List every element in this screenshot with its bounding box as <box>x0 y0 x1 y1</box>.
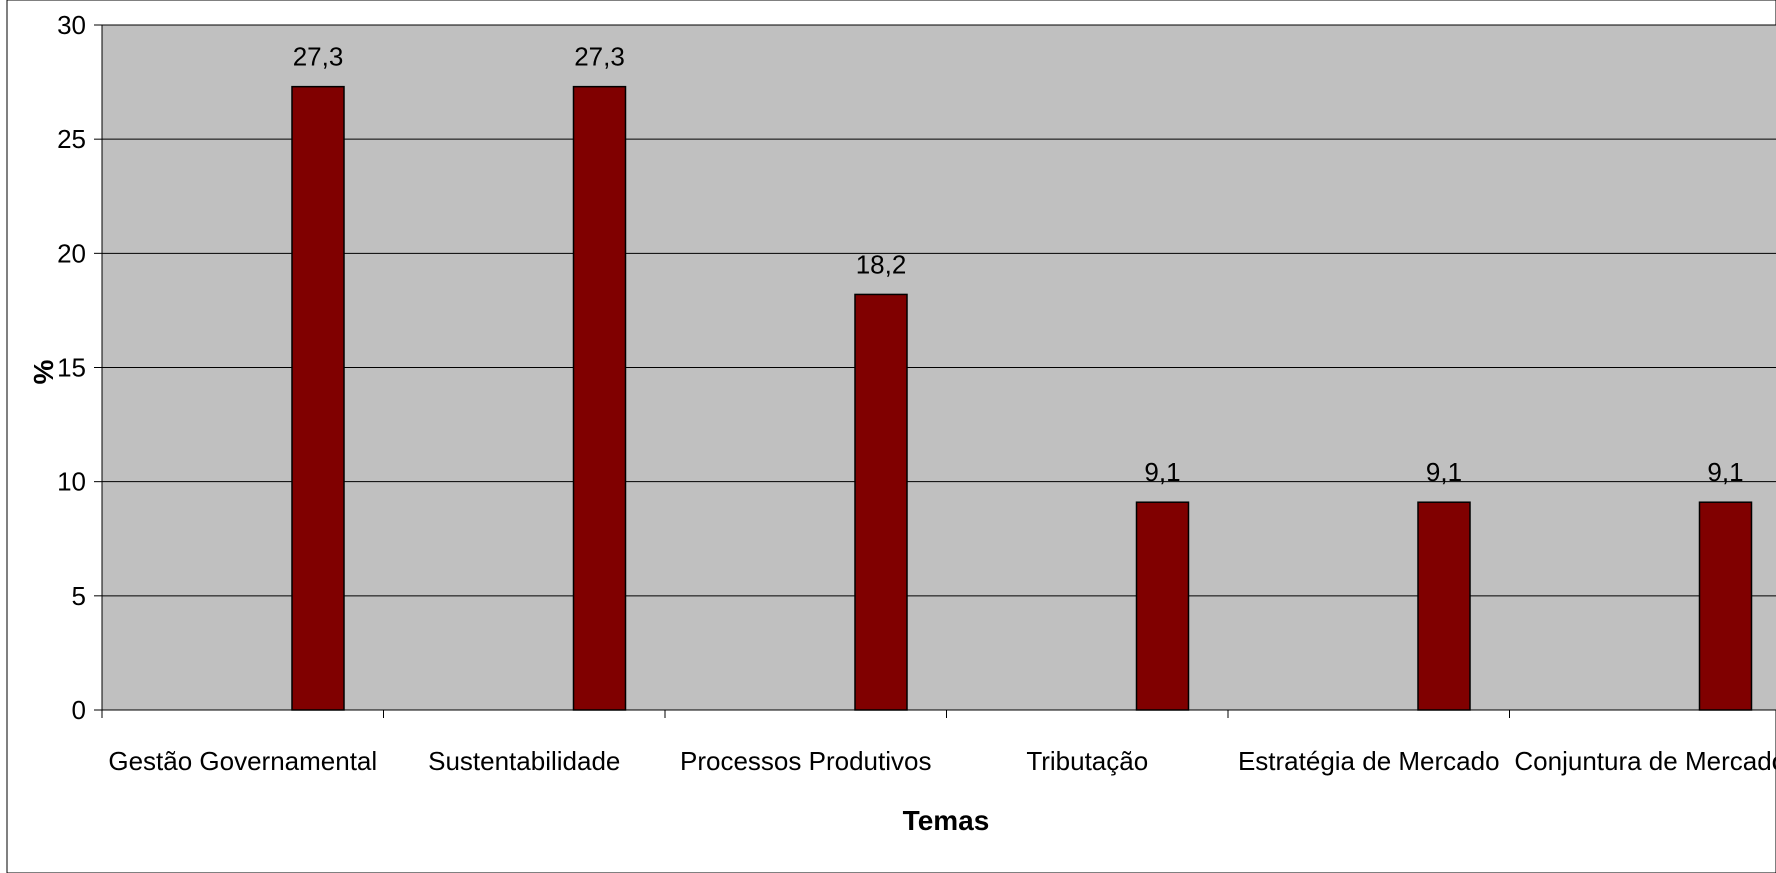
bar <box>1135 501 1190 711</box>
y-tick-label: 20 <box>57 238 86 268</box>
category-label: Estratégia de Mercado <box>1238 746 1500 776</box>
category-label: Gestão Governamental <box>108 746 377 776</box>
data-label: 9,1 <box>1426 457 1462 487</box>
axes <box>94 24 1776 718</box>
y-tick-label: 10 <box>57 467 86 497</box>
x-axis-title: Temas <box>903 805 990 836</box>
y-tick-label: 0 <box>72 695 86 725</box>
y-tick-label: 30 <box>57 10 86 40</box>
data-label: 18,2 <box>856 249 907 279</box>
y-tick-label: 15 <box>57 353 86 383</box>
y-axis-title: % <box>28 359 59 384</box>
category-label: Sustentabilidade <box>428 746 620 776</box>
category-label: Tributação <box>1026 746 1148 776</box>
bar <box>854 293 908 711</box>
category-label: Conjuntura de Mercado <box>1514 746 1776 776</box>
data-label: 9,1 <box>1707 457 1743 487</box>
bars <box>291 85 1753 711</box>
bar <box>291 85 345 711</box>
category-label: Processos Produtivos <box>680 746 931 776</box>
data-labels: 27,3 27,3 18,2 9,1 9,1 9,1 <box>293 42 1744 488</box>
x-tick-labels: Gestão Governamental Sustentabilidade Proc… <box>108 746 1776 776</box>
data-label: 9,1 <box>1144 457 1180 487</box>
data-label: 27,3 <box>574 42 625 72</box>
bar <box>1698 501 1753 711</box>
y-tick-label: 5 <box>72 581 86 611</box>
bar <box>572 85 627 711</box>
gridlines <box>102 24 1776 597</box>
bar <box>1417 501 1471 711</box>
y-tick-labels: 0 5 10 15 20 25 30 <box>57 10 86 725</box>
y-tick-label: 25 <box>57 124 86 154</box>
data-label: 27,3 <box>293 42 344 72</box>
